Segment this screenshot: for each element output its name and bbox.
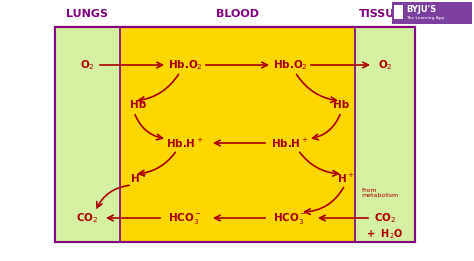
Text: From
metabolism: From metabolism [361, 188, 398, 198]
Text: Hb.O$_2$: Hb.O$_2$ [273, 58, 308, 72]
Text: HCO$_3^-$: HCO$_3^-$ [273, 211, 307, 226]
Text: BLOOD: BLOOD [216, 9, 259, 19]
Text: +  H$_2$O: + H$_2$O [366, 227, 404, 241]
Bar [55, 27, 120, 242]
Text: O$_2$: O$_2$ [80, 58, 94, 72]
Bar [392, 2, 472, 24]
Bar [394, 5, 403, 19]
Text: CO$_2$: CO$_2$ [76, 211, 98, 225]
Bar [355, 27, 415, 242]
Text: Hb: Hb [333, 100, 349, 110]
Text: O$_2$: O$_2$ [378, 58, 392, 72]
Text: TISSUES: TISSUES [359, 9, 411, 19]
Text: BYJU'S: BYJU'S [406, 5, 436, 15]
Text: Hb: Hb [130, 100, 146, 110]
Text: H$^+$: H$^+$ [130, 171, 147, 185]
Bar [55, 27, 415, 242]
Text: H$^+$: H$^+$ [337, 171, 355, 185]
Text: Hb.H$^+$: Hb.H$^+$ [166, 137, 204, 150]
Text: The Learning App: The Learning App [406, 16, 444, 20]
Text: LUNGS: LUNGS [66, 9, 109, 19]
Text: CO$_2$: CO$_2$ [374, 211, 396, 225]
Text: Hb.H$^+$: Hb.H$^+$ [271, 137, 309, 150]
Bar [55, 27, 415, 242]
Text: HCO$_3^-$: HCO$_3^-$ [168, 211, 202, 226]
Text: Hb.O$_2$: Hb.O$_2$ [168, 58, 202, 72]
